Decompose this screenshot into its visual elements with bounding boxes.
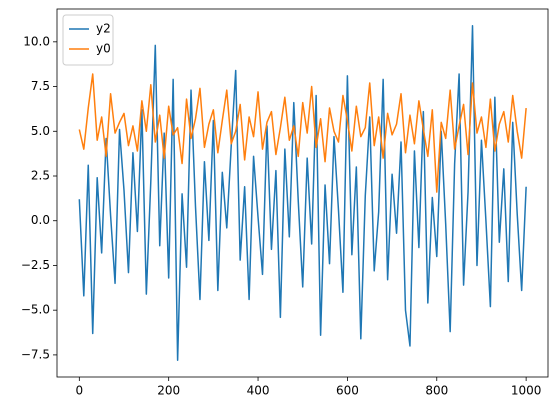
y-tick-label: 5.0 (31, 124, 50, 138)
y-tick-label: 7.5 (31, 79, 50, 93)
x-tick-label: 600 (336, 384, 359, 398)
axes-frame (56, 8, 549, 378)
y-tick-label: 2.5 (31, 169, 50, 183)
x-tick-label: 1000 (511, 384, 542, 398)
legend-box (62, 14, 114, 66)
legend-label: y2 (96, 22, 111, 36)
line-series (78, 24, 527, 362)
y-tick-label: −2.5 (21, 258, 50, 272)
legend-label: y0 (96, 42, 111, 56)
x-tick-label: 400 (247, 384, 270, 398)
x-tick-label: 200 (157, 384, 180, 398)
y-tick-label: −7.5 (21, 347, 50, 361)
line-series (78, 73, 527, 193)
x-tick-label: 0 (75, 384, 83, 398)
plot-area (78, 24, 527, 362)
y-tick-label: −5.0 (21, 303, 50, 317)
y-tick-label: 10.0 (23, 34, 50, 48)
x-tick-label: 800 (425, 384, 448, 398)
y-tick-label: 0.0 (31, 213, 50, 227)
